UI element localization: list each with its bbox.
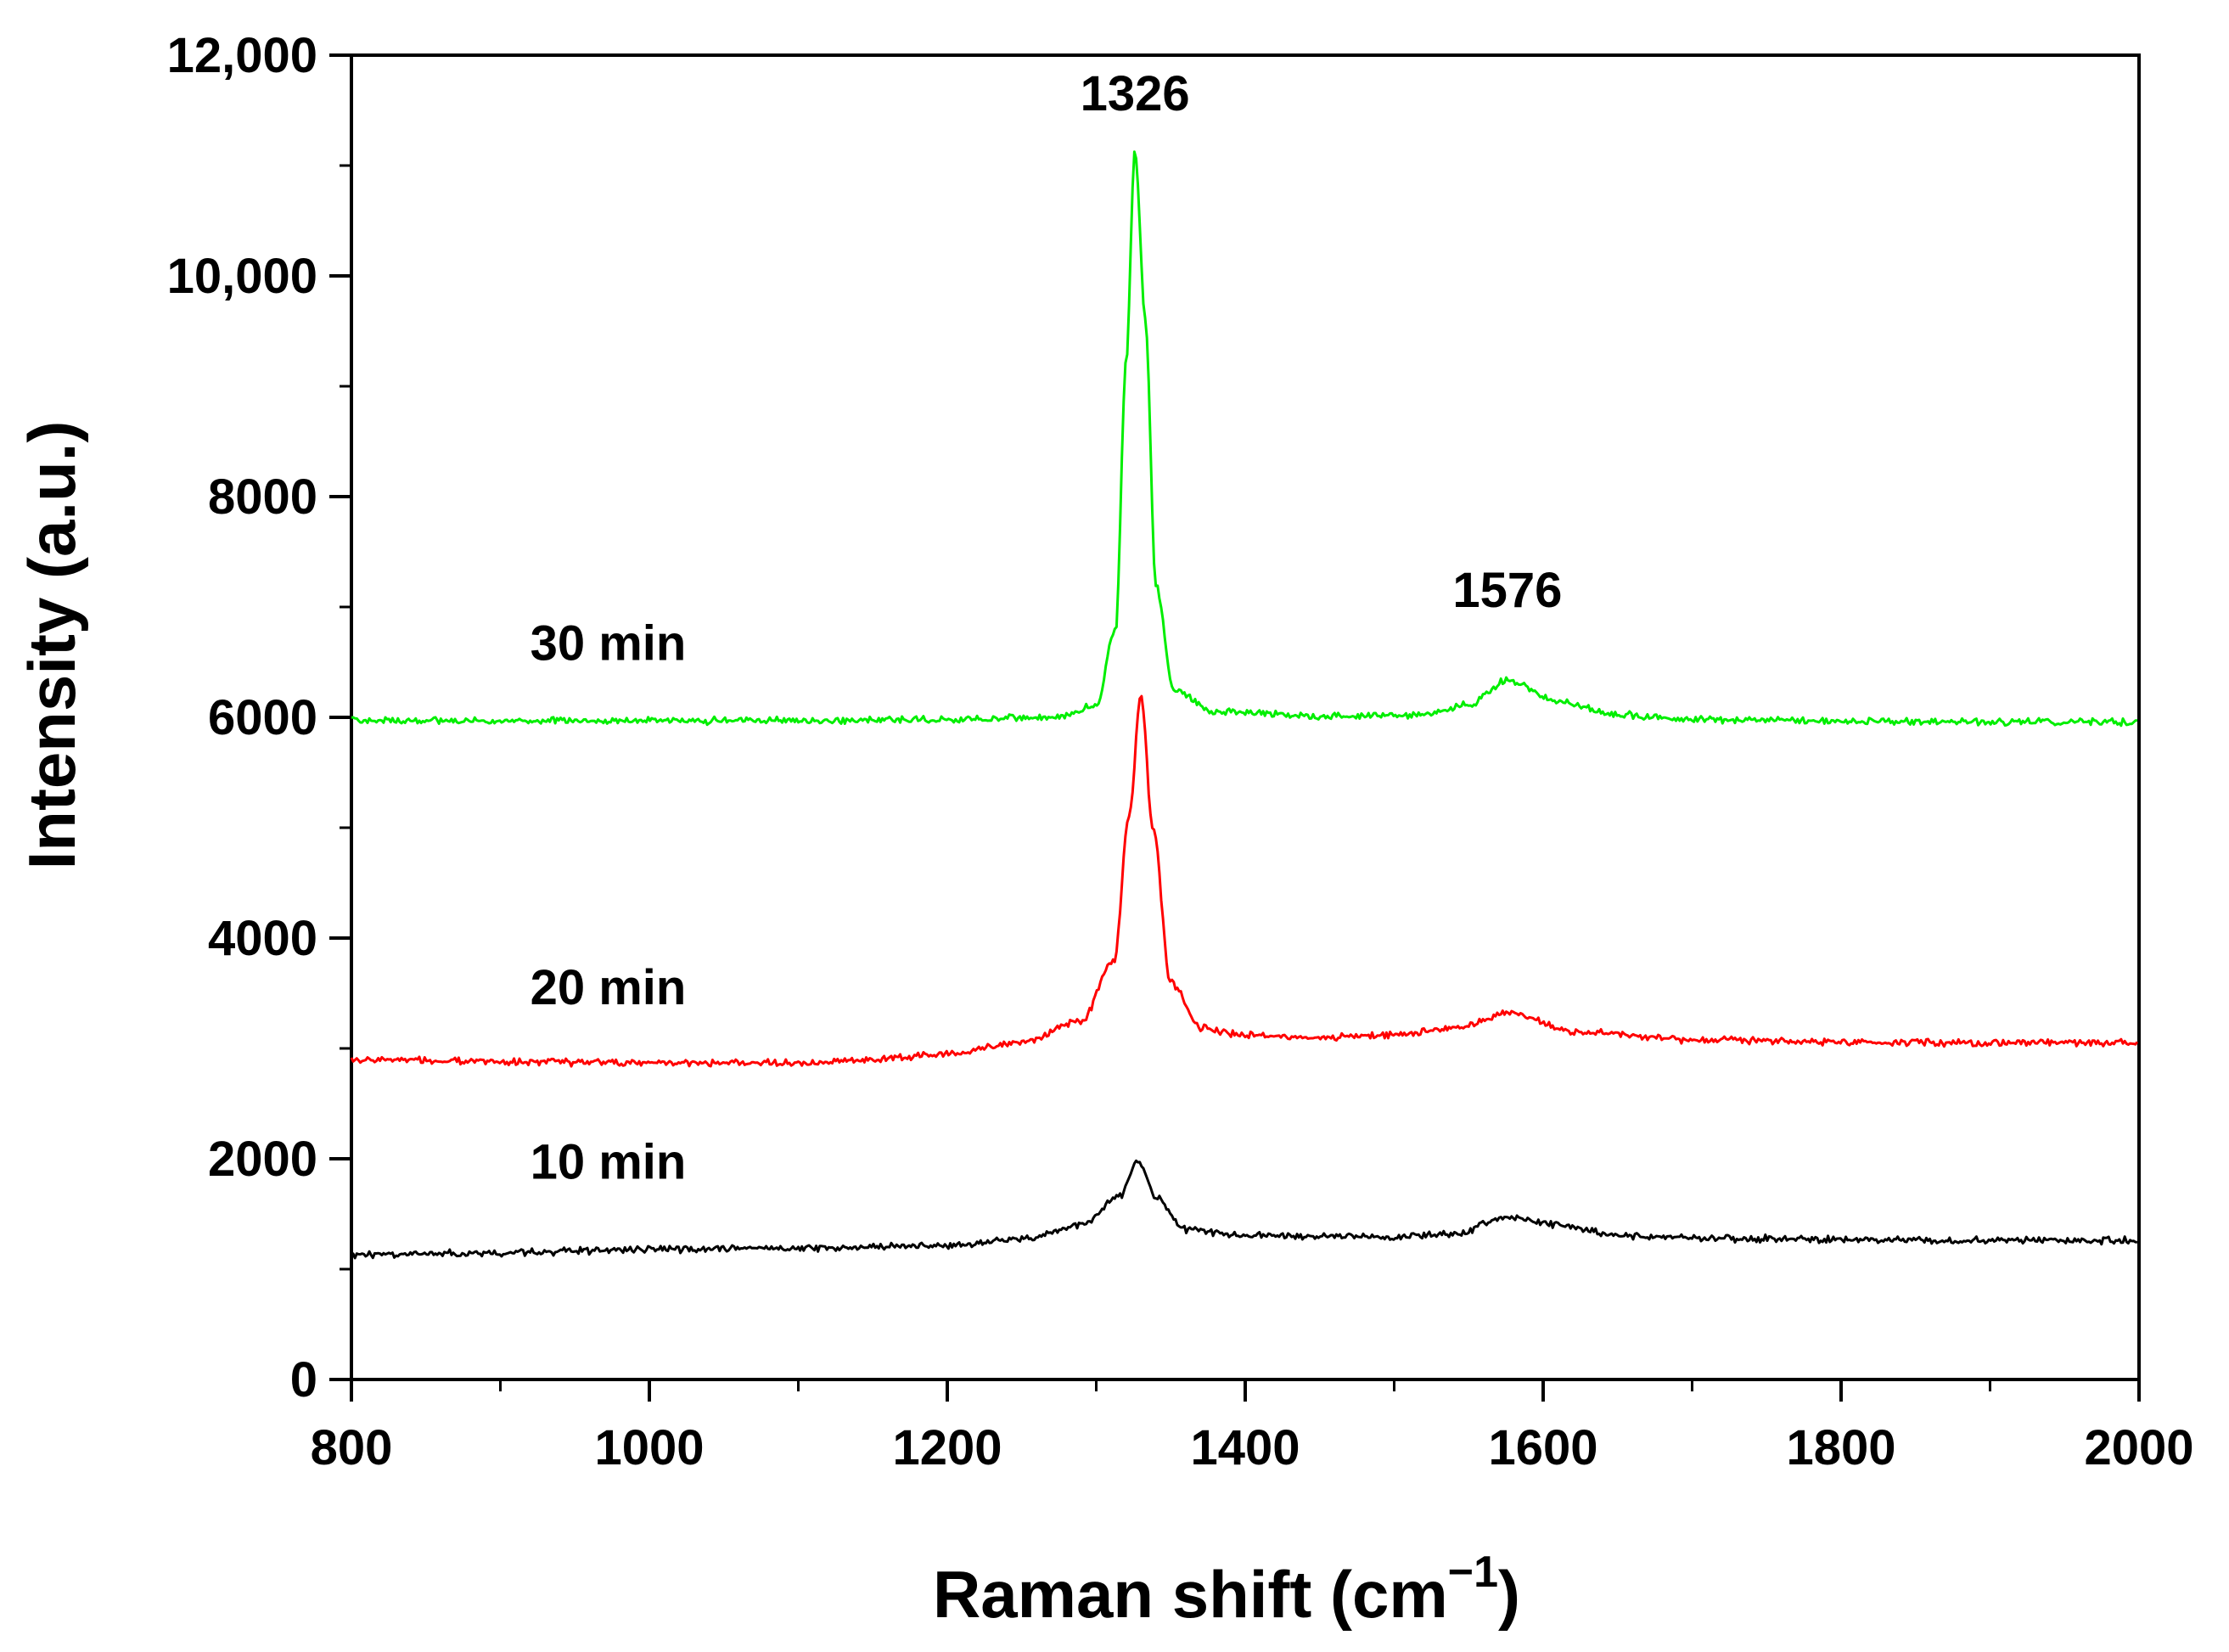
series-line-10-min — [350, 1159, 2137, 1260]
series-label-30-min: 30 min — [531, 615, 687, 671]
series-line-20-min — [350, 694, 2139, 1068]
y-tick-label: 10,000 — [167, 249, 317, 304]
labels-layer: 10 min 20 min 30 min 1326 1576 — [531, 66, 1563, 1189]
y-tick-label: 4000 — [208, 911, 317, 966]
x-tick-label: 1000 — [594, 1420, 704, 1475]
x-tick-label: 1800 — [1786, 1420, 1895, 1475]
y-axis-title: Intensity (a.u.) — [14, 421, 89, 870]
y-tick-label: 8000 — [208, 469, 317, 525]
series-layer — [350, 150, 2139, 1260]
x-axis-title: Raman shift (cm−1) — [933, 1548, 1520, 1632]
x-tick-label: 1200 — [892, 1420, 1002, 1475]
y-tick-label: 0 — [290, 1352, 317, 1408]
y-tick-label: 2000 — [208, 1132, 317, 1187]
y-tick-label: 6000 — [208, 690, 317, 745]
series-label-20-min: 20 min — [531, 960, 687, 1015]
series-line-30-min — [351, 150, 2138, 728]
x-tick-label: 1600 — [1488, 1420, 1597, 1475]
x-tick-label: 1400 — [1190, 1420, 1300, 1475]
peak-label-1576: 1576 — [1452, 563, 1562, 618]
peak-label-1326: 1326 — [1081, 66, 1190, 121]
x-tick-label: 800 — [311, 1420, 393, 1475]
y-tick-label: 12,000 — [167, 28, 317, 83]
series-label-10-min: 10 min — [531, 1134, 687, 1189]
ticks-layer: 800 1000 1200 1400 1600 1800 2000 0 2000 4000 6000… — [167, 28, 2194, 1475]
x-tick-label: 2000 — [2084, 1420, 2193, 1475]
